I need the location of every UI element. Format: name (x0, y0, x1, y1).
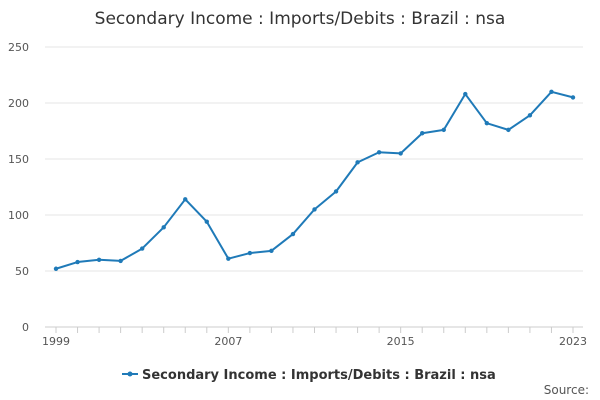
data-point[interactable] (75, 259, 80, 265)
series-layer (53, 89, 576, 271)
y-tick-label: 100 (8, 209, 29, 222)
data-point[interactable] (226, 256, 231, 261)
data-point[interactable] (183, 197, 188, 202)
source-label: Source: (544, 383, 589, 397)
data-point[interactable] (269, 248, 274, 254)
legend-dot-marker (127, 371, 133, 377)
data-point[interactable] (290, 231, 296, 237)
data-point[interactable] (484, 120, 490, 126)
data-point[interactable] (441, 127, 446, 133)
data-point[interactable] (204, 219, 209, 224)
y-tick-label: 200 (8, 97, 29, 110)
data-point[interactable] (312, 207, 317, 212)
legend-label: Secondary Income : Imports/Debits : Braz… (142, 368, 496, 383)
y-tick-label: 50 (15, 265, 29, 278)
series-line (55, 90, 574, 270)
data-point[interactable] (527, 113, 533, 118)
data-point[interactable] (506, 127, 511, 133)
x-tick-label: 1999 (42, 335, 70, 348)
x-tick-label: 2023 (559, 335, 587, 348)
y-tick-label: 0 (22, 321, 29, 334)
y-tick-label: 150 (8, 153, 29, 166)
data-point[interactable] (161, 225, 166, 230)
data-point[interactable] (549, 89, 554, 95)
data-point[interactable] (570, 95, 576, 100)
data-point[interactable] (139, 246, 145, 251)
y-axis: 0 50 100 150 200 250 (8, 41, 29, 334)
data-point[interactable] (398, 151, 403, 156)
y-tick-label: 250 (8, 41, 29, 54)
data-point[interactable] (247, 250, 253, 256)
data-point[interactable] (420, 131, 425, 136)
data-point[interactable] (333, 189, 339, 194)
data-point[interactable] (118, 258, 123, 264)
data-point[interactable] (355, 160, 360, 165)
data-point[interactable] (96, 257, 102, 262)
data-point[interactable] (376, 150, 382, 155)
gridlines (45, 46, 583, 328)
data-point[interactable] (463, 91, 468, 97)
x-tick-label: 2015 (387, 335, 415, 348)
data-point[interactable] (53, 266, 59, 271)
x-tick-label: 2007 (214, 335, 242, 348)
x-axis: 1999 2007 2015 2023 (42, 327, 587, 348)
chart-title: Secondary Income : Imports/Debits : Braz… (95, 9, 506, 29)
legend[interactable]: Secondary Income : Imports/Debits : Braz… (122, 368, 496, 383)
